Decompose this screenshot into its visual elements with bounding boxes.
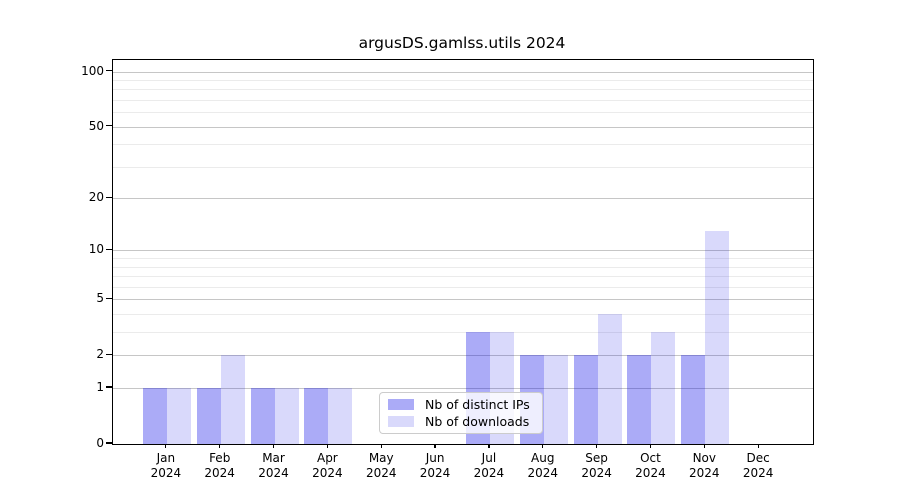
bar-downloads-oct <box>651 332 676 444</box>
y-tick-label-0: 0 <box>96 436 104 450</box>
gridline-minor-40 <box>113 144 813 146</box>
y-tick-label-1: 1 <box>96 380 104 395</box>
y-tick-label-5: 5 <box>96 291 104 306</box>
bar-distinct-ips-sep <box>573 355 598 444</box>
gridline-minor-80 <box>113 89 813 91</box>
bar-distinct-ips-mar <box>250 388 275 444</box>
bar-downloads-jan <box>166 388 191 444</box>
x-tick-label-feb: Feb 2024 <box>204 451 235 480</box>
bar-distinct-ips-apr <box>304 388 329 444</box>
gridline-minor-4 <box>113 314 813 316</box>
gridline-minor-8 <box>113 266 813 268</box>
x-tick-label-dec: Dec 2024 <box>742 451 774 480</box>
legend-label: Nb of distinct IPs <box>425 397 530 412</box>
legend-label: Nb of downloads <box>425 414 530 429</box>
x-tick-label-aug: Aug 2024 <box>527 451 559 480</box>
gridline-minor-7 <box>113 276 813 278</box>
legend-item: Nb of downloads <box>388 414 536 429</box>
gridline-major-5 <box>113 299 813 301</box>
bar-downloads-aug <box>543 355 568 444</box>
gridline-minor-9 <box>113 258 813 260</box>
gridline-major-2 <box>113 355 813 357</box>
y-tick-label-20: 20 <box>88 190 104 205</box>
gridline-minor-90 <box>113 79 813 81</box>
bar-downloads-apr <box>328 388 353 444</box>
legend: Nb of distinct IPs Nb of downloads <box>379 392 543 434</box>
x-tick-label-sep: Sep 2024 <box>581 451 612 480</box>
gridline-major-50 <box>113 126 813 128</box>
bar-downloads-sep <box>597 314 622 444</box>
gridline-major-20 <box>113 198 813 200</box>
bar-distinct-ips-nov <box>681 355 706 444</box>
legend-swatch-distinct-ips <box>388 399 414 410</box>
chart-title: argusDS.gamlss.utils 2024 <box>358 34 566 52</box>
y-tick-label-10: 10 <box>88 242 104 257</box>
x-tick-label-nov: Nov 2024 <box>689 451 720 480</box>
gridline-minor-70 <box>113 100 813 101</box>
gridline-major-100 <box>113 71 813 73</box>
y-tick-label-2: 2 <box>96 347 104 362</box>
gridline-minor-60 <box>113 112 813 114</box>
bar-distinct-ips-oct <box>627 355 652 444</box>
y-tick-label-50: 50 <box>88 118 104 133</box>
x-tick-label-may: May 2024 <box>365 451 397 480</box>
gridline-major-1 <box>113 388 813 390</box>
x-tick-label-oct: Oct 2024 <box>635 451 666 480</box>
x-tick-label-jan: Jan 2024 <box>150 451 182 480</box>
x-tick-label-jun: Jun 2024 <box>419 451 451 480</box>
x-tick-label-mar: Mar 2024 <box>258 451 289 480</box>
x-tick-label-jul: Jul 2024 <box>473 451 505 480</box>
gridline-minor-6 <box>113 286 813 288</box>
gridline-major-10 <box>113 250 813 252</box>
gridline-minor-30 <box>113 166 813 168</box>
gridline-minor-3 <box>113 332 813 334</box>
bar-distinct-ips-jan <box>142 388 167 444</box>
legend-item: Nb of distinct IPs <box>388 397 536 412</box>
bar-downloads-nov <box>705 231 730 444</box>
plot-area <box>112 59 814 445</box>
bar-downloads-feb <box>220 355 245 444</box>
y-tick-label-100: 100 <box>81 63 104 78</box>
legend-swatch-downloads <box>388 416 414 427</box>
x-tick-label-apr: Apr 2024 <box>312 451 343 480</box>
bar-distinct-ips-feb <box>196 388 221 444</box>
bar-downloads-mar <box>274 388 299 444</box>
